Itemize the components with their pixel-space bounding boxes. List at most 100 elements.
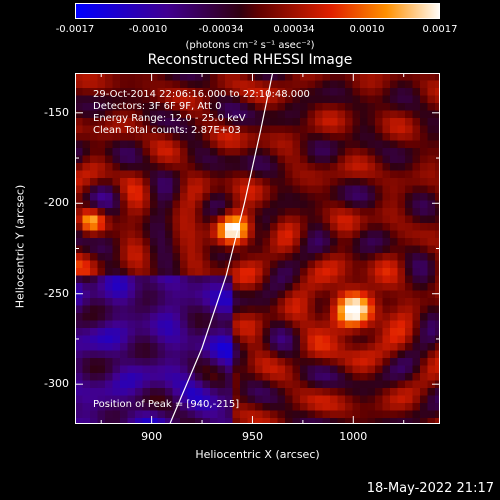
- heatmap-cell: [187, 320, 196, 329]
- heatmap-cell: [180, 343, 189, 352]
- heatmap-cell: [210, 178, 219, 187]
- heatmap-cell: [420, 380, 429, 389]
- heatmap-cell: [412, 223, 421, 232]
- heatmap-cell: [360, 230, 369, 239]
- heatmap-cell: [97, 245, 106, 254]
- heatmap-cell: [352, 365, 361, 374]
- heatmap-cell: [165, 200, 174, 209]
- heatmap-cell: [382, 365, 391, 374]
- heatmap-cell: [435, 133, 440, 142]
- heatmap-cell: [135, 410, 144, 419]
- heatmap-cell: [397, 80, 406, 89]
- heatmap-cell: [127, 73, 136, 82]
- heatmap-cell: [142, 388, 151, 397]
- heatmap-cell: [255, 223, 264, 232]
- heatmap-cell: [352, 80, 361, 89]
- heatmap-cell: [360, 313, 369, 322]
- heatmap-cell: [75, 208, 84, 217]
- heatmap-cell: [277, 373, 286, 382]
- heatmap-cell: [90, 283, 99, 292]
- heatmap-cell: [375, 193, 384, 202]
- heatmap-cell: [105, 350, 114, 359]
- heatmap-cell: [397, 178, 406, 187]
- heatmap-cell: [157, 403, 166, 412]
- heatmap-cell: [300, 380, 309, 389]
- heatmap-cell: [322, 253, 331, 262]
- heatmap-cell: [360, 185, 369, 194]
- heatmap-cell: [330, 403, 339, 412]
- heatmap-cell: [172, 140, 181, 149]
- heatmap-cell: [307, 313, 316, 322]
- heatmap-cell: [367, 110, 376, 119]
- heatmap-cell: [330, 95, 339, 104]
- heatmap-cell: [255, 170, 264, 179]
- heatmap-cell: [240, 133, 249, 142]
- heatmap-cell: [360, 88, 369, 97]
- heatmap-cell: [315, 148, 324, 157]
- heatmap-cell: [292, 103, 301, 112]
- heatmap-cell: [157, 103, 166, 112]
- heatmap-cell: [225, 148, 234, 157]
- heatmap-cell: [292, 148, 301, 157]
- heatmap-cell: [330, 148, 339, 157]
- heatmap-cell: [285, 238, 294, 247]
- heatmap-cell: [330, 290, 339, 299]
- heatmap-cell: [262, 133, 271, 142]
- heatmap-cell: [367, 253, 376, 262]
- heatmap-cell: [360, 133, 369, 142]
- heatmap-cell: [165, 328, 174, 337]
- heatmap-cell: [75, 140, 84, 149]
- heatmap-cell: [270, 238, 279, 247]
- heatmap-cell: [157, 163, 166, 172]
- heatmap-cell: [337, 133, 346, 142]
- heatmap-cell: [397, 268, 406, 277]
- heatmap-cell: [165, 155, 174, 164]
- heatmap-cell: [277, 328, 286, 337]
- heatmap-cell: [165, 80, 174, 89]
- heatmap-cell: [367, 335, 376, 344]
- heatmap-cell: [97, 403, 106, 412]
- heatmap-cell: [300, 298, 309, 307]
- heatmap-cell: [82, 275, 91, 284]
- heatmap-cell: [322, 268, 331, 277]
- heatmap-cell: [360, 148, 369, 157]
- heatmap-cell: [315, 223, 324, 232]
- heatmap-cell: [157, 253, 166, 262]
- heatmap-cell: [150, 268, 159, 277]
- heatmap-cell: [82, 215, 91, 224]
- heatmap-cell: [262, 140, 271, 149]
- heatmap-cell: [315, 238, 324, 247]
- heatmap-cell: [120, 110, 129, 119]
- heatmap-cell: [135, 275, 144, 284]
- colorbar-tick-label: -0.00034: [198, 24, 244, 35]
- heatmap-cell: [345, 305, 354, 314]
- heatmap-cell: [180, 88, 189, 97]
- heatmap-cell: [90, 208, 99, 217]
- y-tick-label: -200: [44, 196, 69, 210]
- heatmap-cell: [165, 215, 174, 224]
- heatmap-cell: [82, 163, 91, 172]
- heatmap-cell: [112, 103, 121, 112]
- heatmap-cell: [397, 305, 406, 314]
- heatmap-cell: [202, 395, 211, 404]
- heatmap-cell: [195, 253, 204, 262]
- heatmap-cell: [352, 343, 361, 352]
- heatmap-cell: [195, 155, 204, 164]
- heatmap-cell: [225, 178, 234, 187]
- heatmap-cell: [142, 73, 151, 82]
- heatmap-cell: [300, 95, 309, 104]
- heatmap-cell: [97, 305, 106, 314]
- heatmap-cell: [352, 320, 361, 329]
- heatmap-cell: [240, 350, 249, 359]
- heatmap-cell: [292, 395, 301, 404]
- heatmap-cell: [255, 410, 264, 419]
- heatmap-cell: [270, 163, 279, 172]
- heatmap-cell: [270, 410, 279, 419]
- heatmap-cell: [120, 148, 129, 157]
- heatmap-cell: [412, 260, 421, 269]
- heatmap-cell: [217, 223, 226, 232]
- heatmap-cell: [240, 365, 249, 374]
- heatmap-cell: [142, 163, 151, 172]
- heatmap-cell: [90, 170, 99, 179]
- heatmap-cell: [322, 148, 331, 157]
